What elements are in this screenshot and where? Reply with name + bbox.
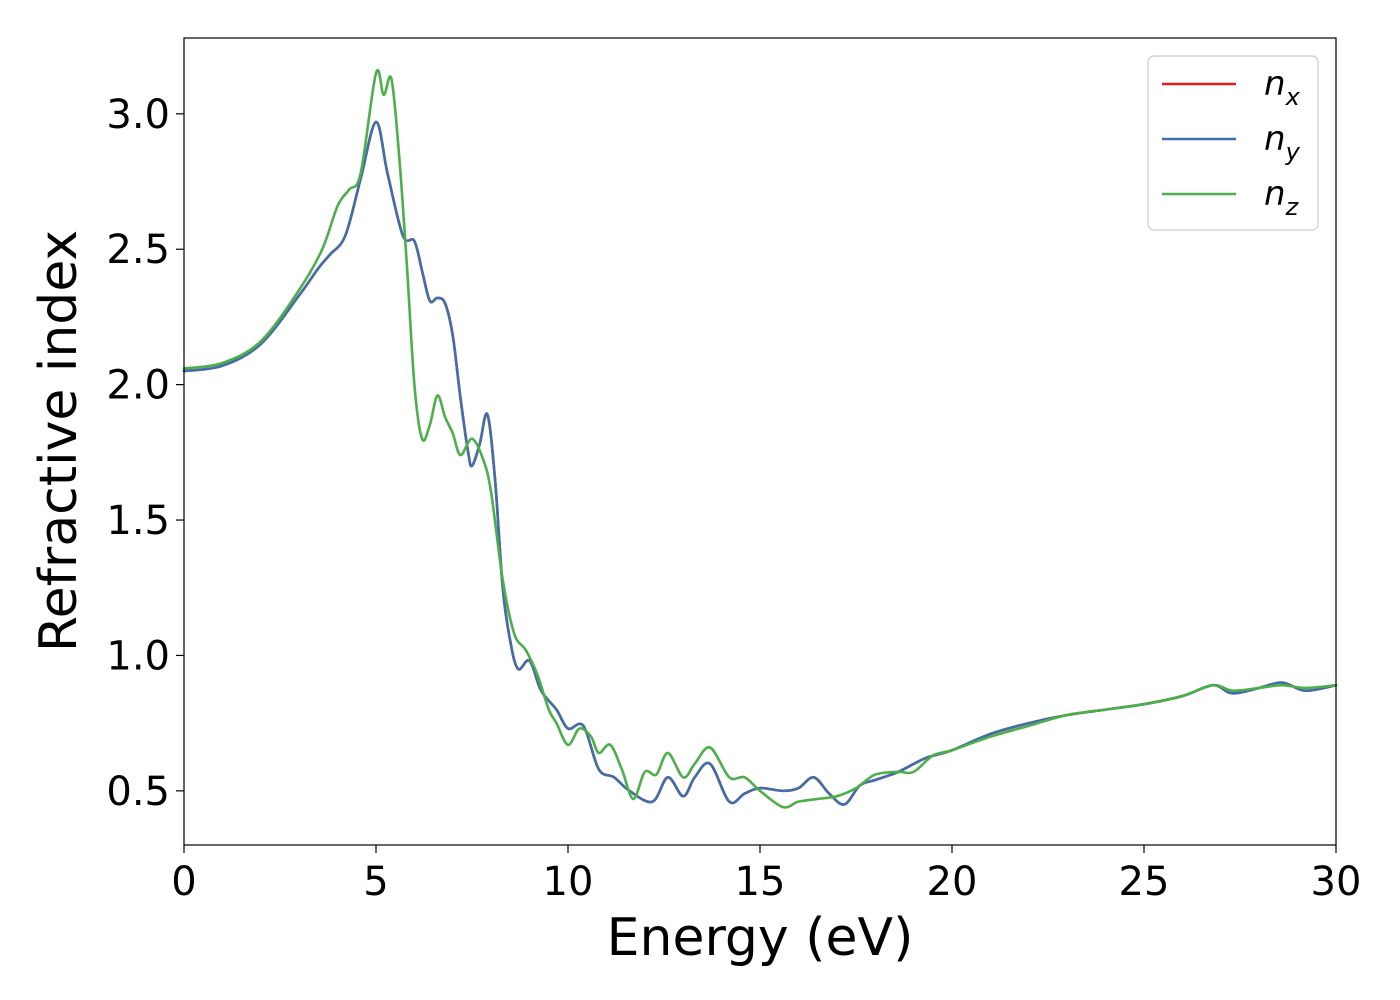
x-tick-label: 25: [1119, 859, 1170, 905]
y-tick-label: 0.5: [106, 769, 170, 815]
x-axis-title: Energy (eV): [607, 908, 914, 968]
series-line-nz: [182, 69, 1338, 809]
plot-lines: [182, 69, 1338, 809]
series-line-ny: [182, 120, 1338, 806]
legend-box: [1147, 55, 1319, 231]
y-tick-label: 1.5: [106, 498, 170, 544]
x-tick-label: 15: [735, 859, 786, 905]
y-tick-label: 3.0: [106, 92, 170, 138]
x-axis-ticks: 0 5 10 15 20 25 30: [171, 845, 1361, 905]
y-axis-title: Refractive index: [29, 230, 89, 652]
x-tick-label: 0: [171, 859, 196, 905]
x-tick-label: 30: [1311, 859, 1362, 905]
y-tick-label: 2.0: [106, 363, 170, 409]
x-tick-label: 5: [363, 859, 388, 905]
y-tick-label: 2.5: [106, 227, 170, 273]
x-tick-label: 10: [543, 859, 594, 905]
y-axis-ticks: 0.5 1.0 1.5 2.0 2.5 3.0: [106, 92, 184, 815]
y-tick-label: 1.0: [106, 633, 170, 679]
x-tick-label: 20: [927, 859, 978, 905]
